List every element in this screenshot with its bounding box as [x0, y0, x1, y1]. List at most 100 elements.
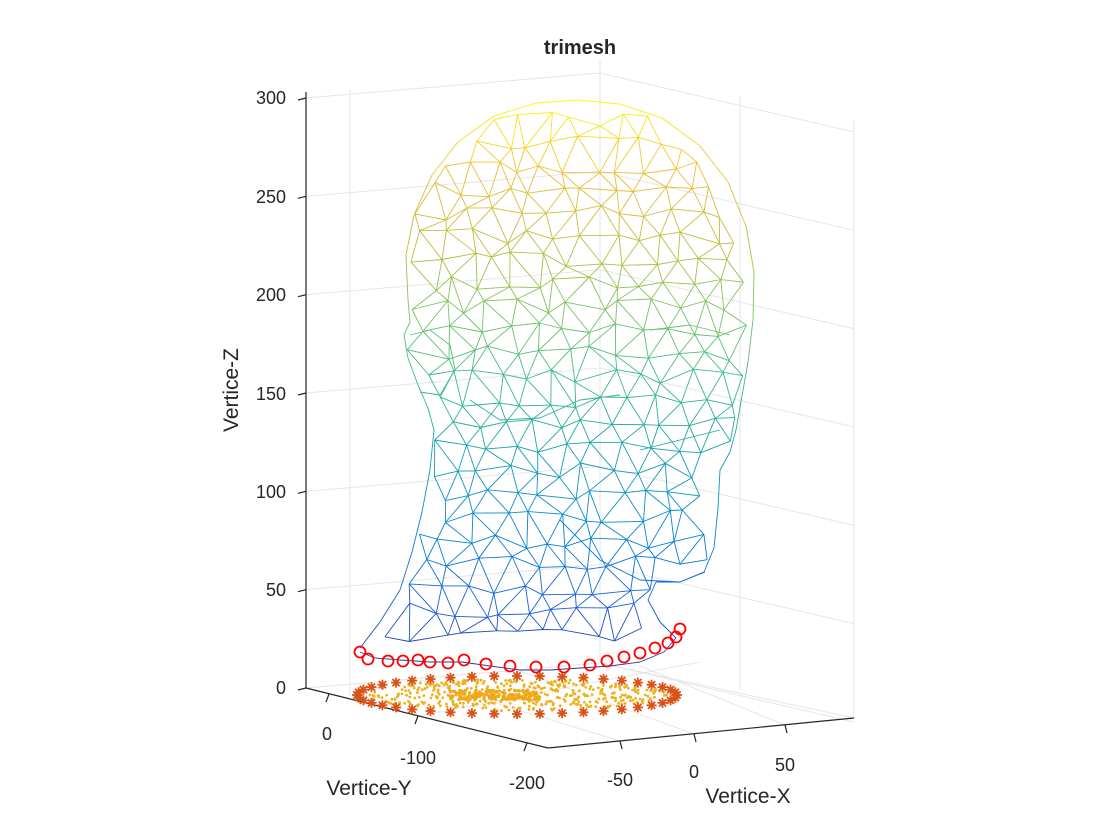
mesh-edge: [529, 613, 544, 630]
mesh-edge: [575, 188, 580, 211]
projected-vertex: [588, 700, 592, 704]
mesh-edge: [649, 324, 691, 331]
mesh-edge: [646, 115, 662, 145]
mesh-edge: [564, 276, 590, 303]
mesh-edge: [666, 477, 693, 493]
mesh-edge: [621, 240, 640, 266]
mesh-edge: [410, 259, 443, 263]
projected-vertex: [517, 689, 521, 693]
mesh-edge: [421, 469, 431, 513]
mesh-edge: [411, 511, 423, 553]
mesh-edge: [614, 627, 642, 642]
mesh-edge: [679, 534, 705, 565]
projected-vertex: [413, 696, 417, 700]
mesh-edge: [536, 494, 577, 500]
projected-vertex: [471, 702, 475, 706]
projected-vertex: [502, 688, 506, 692]
mesh-edge: [614, 470, 639, 474]
mesh-edge: [550, 607, 577, 610]
mesh-edge: [662, 260, 679, 283]
mesh-edge: [436, 538, 447, 567]
projected-vertex: [576, 697, 579, 700]
projected-vertex: [577, 689, 581, 693]
projected-vertex: [505, 682, 509, 685]
mesh-edge: [509, 230, 527, 253]
mesh-edge: [722, 371, 743, 377]
projected-vertex: [523, 701, 526, 705]
projected-vertex: [463, 682, 467, 685]
mesh-edge: [475, 345, 488, 351]
mesh-edge: [694, 258, 699, 285]
mesh-edge: [509, 286, 541, 289]
mesh-edge: [589, 442, 615, 471]
mesh-edge: [616, 286, 639, 301]
mesh-edge: [488, 187, 511, 198]
boundary-star: [391, 677, 402, 688]
mesh-edge: [633, 186, 667, 192]
mesh-edge: [564, 566, 576, 595]
projected-vertex: [606, 705, 610, 708]
mesh-edge: [723, 309, 747, 326]
mesh-edge: [447, 300, 464, 314]
mesh-edge: [694, 300, 707, 335]
mesh-edge: [550, 348, 572, 371]
mesh-edge: [549, 112, 553, 142]
mesh-edge: [467, 495, 474, 514]
mesh-edge: [601, 520, 644, 523]
mesh-edge: [691, 188, 705, 213]
mesh-edge: [643, 168, 677, 174]
mesh-edge: [667, 491, 700, 497]
mesh-edge: [427, 407, 435, 431]
projected-vertex: [544, 702, 548, 706]
mesh-edge: [548, 301, 566, 314]
projected-vertex: [494, 689, 499, 693]
mesh-edge: [496, 614, 499, 631]
mesh-edge: [445, 219, 447, 231]
projected-vertex: [454, 706, 457, 709]
mesh-edge: [428, 374, 441, 398]
mesh-edge: [615, 323, 644, 331]
projected-vertex: [433, 684, 437, 688]
mesh-edge: [475, 253, 478, 290]
mesh-edge: [643, 424, 659, 426]
x-tick-label: 50: [775, 755, 795, 775]
mesh-edge: [611, 397, 628, 425]
projected-vertex: [385, 693, 389, 697]
mesh-edge: [616, 190, 634, 192]
mesh-edge: [488, 196, 493, 208]
projected-vertex: [558, 683, 562, 686]
projected-vertex: [638, 697, 642, 701]
mesh-edge: [538, 350, 552, 371]
mesh-edge: [667, 328, 680, 354]
mesh-edge: [518, 378, 527, 407]
mesh-edge: [691, 452, 702, 479]
mesh-edge: [564, 537, 591, 548]
boundary-star: [377, 700, 388, 711]
projected-vertex: [528, 685, 532, 689]
projected-vertex: [377, 695, 381, 699]
mesh-edge: [642, 143, 662, 174]
mesh-edge: [579, 187, 618, 191]
mesh-edge: [542, 253, 554, 280]
mesh-edge: [578, 235, 603, 265]
mesh-edge: [613, 172, 618, 191]
mesh-edge: [566, 263, 603, 267]
chart-title: trimesh: [544, 37, 616, 59]
mesh-edge: [552, 210, 577, 240]
mesh-edge: [518, 350, 539, 355]
projected-vertex: [527, 698, 531, 702]
projected-vertex: [625, 696, 629, 699]
mesh-edge: [588, 309, 606, 333]
mesh-edge: [516, 172, 528, 194]
projected-vertex: [521, 697, 525, 701]
mesh-edge: [618, 213, 640, 241]
boundary-star: [512, 709, 522, 719]
mesh-edge: [647, 581, 657, 601]
mesh-edge: [559, 443, 568, 478]
mesh-edge: [604, 309, 616, 325]
mesh-edge: [472, 228, 509, 244]
projected-vertex: [435, 696, 439, 700]
y-tick: [523, 742, 528, 752]
mesh-edge: [638, 216, 645, 241]
mesh-edge: [548, 279, 554, 313]
